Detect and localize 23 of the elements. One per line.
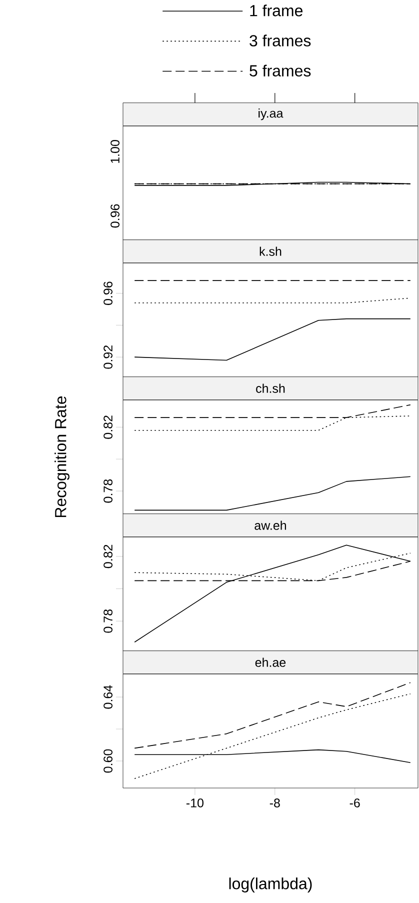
- y-tick-label: 1.00: [110, 140, 120, 163]
- x-tick-label: -6: [350, 798, 360, 808]
- y-tick-label: 0.96: [104, 282, 112, 305]
- y-tick-label: 0.78: [104, 479, 112, 503]
- y-axis-title: Recognition Rate: [54, 396, 70, 518]
- legend-label: 1 frame: [250, 4, 303, 16]
- legend-label: 3 frames: [250, 34, 311, 46]
- y-tick-label: 0.60: [104, 749, 112, 773]
- x-axis-title: log(lambda): [229, 878, 312, 892]
- y-tick-label: 0.78: [104, 609, 112, 633]
- chart-title: eh.ae: [255, 658, 286, 667]
- chart-title: k.sh: [260, 246, 282, 256]
- y-tick-label: 0.96: [110, 204, 120, 228]
- chart-title: aw.eh: [254, 520, 286, 530]
- y-tick-label: 0.64: [104, 685, 112, 709]
- y-tick-label: 0.82: [104, 416, 112, 439]
- chart-title: ch.sh: [256, 384, 285, 393]
- chart-title: iy.aa: [258, 108, 284, 120]
- x-tick-label: -10: [186, 798, 204, 808]
- x-tick-label: -8: [270, 798, 280, 808]
- y-tick-label: 0.82: [104, 544, 112, 568]
- y-tick-label: 0.92: [104, 346, 112, 369]
- legend-label: 5 frames: [250, 64, 311, 76]
